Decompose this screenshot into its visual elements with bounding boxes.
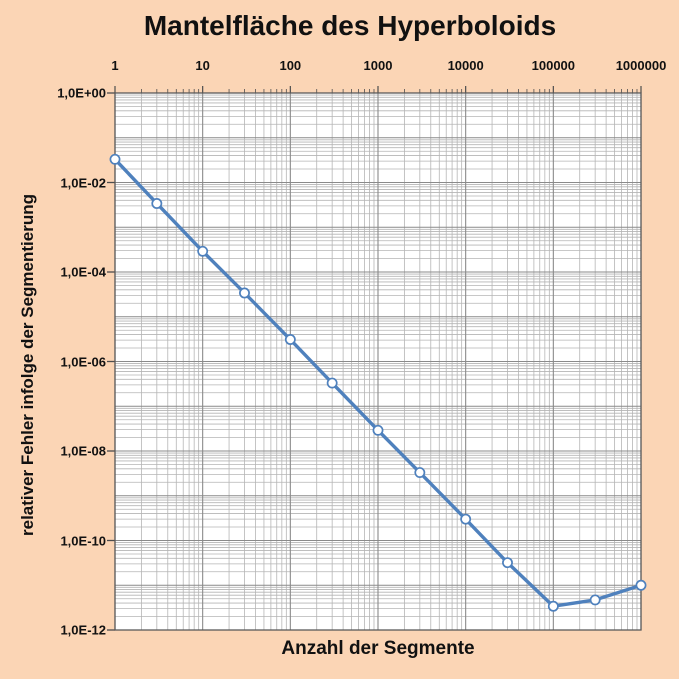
plot-border: [114, 92, 642, 631]
x-tick-label: 10000: [447, 58, 484, 73]
data-point-marker: [589, 594, 601, 606]
x-axis-title: Anzahl der Segmente: [281, 638, 475, 659]
y-tick-label: 1,0E-08: [60, 443, 106, 459]
chart-title: Mantelfläche des Hyperboloids: [143, 10, 557, 41]
x-tick-label: 1000000: [615, 58, 667, 73]
y-tick-label: 1,0E-02: [60, 175, 106, 190]
y-tick-label: 1,0E+00: [57, 85, 106, 101]
data-point-marker: [151, 198, 163, 209]
x-tick-label: 10: [195, 58, 210, 73]
data-point-marker: [239, 287, 250, 299]
x-tick-label: 1000: [363, 58, 393, 73]
x-tick-label: 1: [111, 58, 119, 73]
y-axis-title: relativer Fehler infolge der Segmentieru…: [18, 194, 37, 536]
x-tick-label: 100: [279, 58, 302, 73]
data-point-marker: [547, 600, 559, 612]
data-point-marker: [635, 579, 647, 591]
y-tick-label: 1,0E-12: [60, 622, 106, 638]
data-point-marker: [326, 377, 338, 389]
data-point-marker: [284, 334, 296, 345]
data-point-marker: [372, 424, 384, 436]
data-point-marker: [460, 513, 472, 525]
data-point-marker: [414, 467, 426, 478]
data-point-marker: [197, 245, 209, 257]
y-tick-label: 1,0E-10: [60, 533, 106, 548]
x-tick-label: 100000: [531, 58, 576, 73]
data-point-marker: [502, 557, 513, 569]
y-tick-label: 1,0E-04: [60, 264, 106, 280]
y-tick-label: 1,0E-06: [60, 354, 106, 369]
data-point-marker: [109, 153, 121, 165]
